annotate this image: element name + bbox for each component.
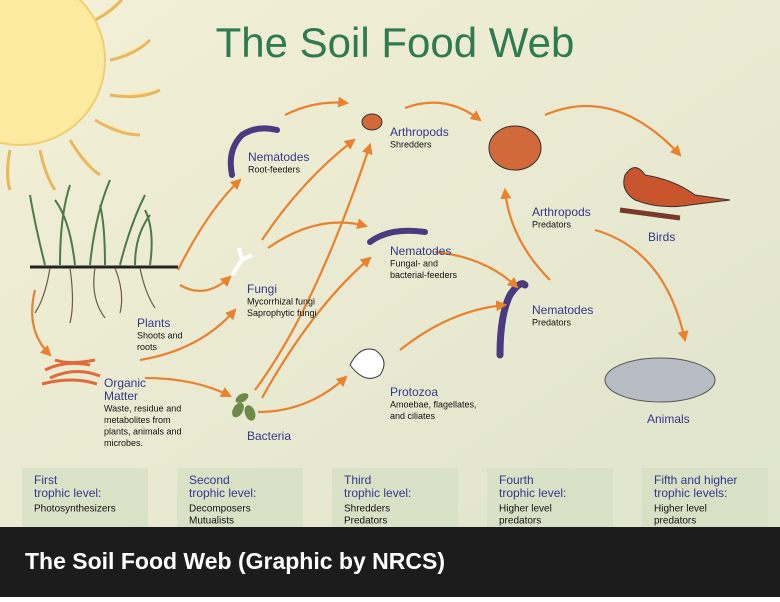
trophic-detail: predators [499, 516, 541, 527]
node-label: Organic [104, 376, 146, 390]
trophic-title: trophic level: [189, 486, 256, 500]
trophic-title: Second [189, 473, 230, 487]
trophic-title: trophic level: [34, 486, 101, 500]
node-label: Arthropods [532, 205, 591, 219]
trophic-title: trophic levels: [654, 486, 727, 500]
trophic-title: Fourth [499, 473, 534, 487]
trophic-detail: predators [654, 516, 696, 527]
node-detail: Waste, residue and [104, 403, 181, 413]
title: The Soil Food Web [216, 19, 575, 66]
node-detail: bacterial-feeders [390, 270, 458, 280]
node-label: Nematodes [532, 303, 593, 317]
node-label: Nematodes [390, 244, 451, 258]
arthropod-icon [362, 114, 382, 130]
node-detail: Amoebae, flagellates, [390, 399, 477, 409]
node-label: Birds [648, 230, 675, 244]
trophic-detail: Higher level [499, 504, 552, 515]
trophic-detail: Photosynthesizers [34, 504, 116, 515]
trophic-title: trophic level: [499, 486, 566, 500]
trophic-detail: Predators [344, 516, 387, 527]
arthropod-icon [489, 126, 541, 170]
trophic-title: Third [344, 473, 371, 487]
node-detail: and ciliates [390, 411, 436, 421]
node-label: Protozoa [390, 385, 438, 399]
node-label: Fungi [247, 282, 277, 296]
caption: The Soil Food Web (Graphic by NRCS) [25, 548, 445, 574]
node-detail: microbes. [104, 438, 143, 448]
node-label: Arthropods [390, 125, 449, 139]
trophic-detail: Mutualists [189, 516, 234, 527]
node-detail: Shredders [390, 139, 432, 149]
node-detail: Shoots and [137, 330, 183, 340]
node-label: Plants [137, 316, 170, 330]
node-label: Animals [647, 412, 690, 426]
trophic-detail: Shredders [344, 504, 390, 515]
node-detail: Saprophytic fungi [247, 308, 317, 318]
node-label: Nematodes [248, 150, 309, 164]
node-detail: metabolites from [104, 415, 171, 425]
trophic-title: Fifth and higher [654, 473, 737, 487]
node-detail: roots [137, 342, 158, 352]
trophic-title: First [34, 473, 58, 487]
page: The Soil Food Web [0, 0, 780, 597]
animal-icon [605, 358, 715, 402]
trophic-detail: Higher level [654, 504, 707, 515]
node-detail: Root-feeders [248, 164, 301, 174]
node-detail: plants, animals and [104, 426, 182, 436]
trophic-detail: Decomposers [189, 504, 251, 515]
node-detail: Predators [532, 219, 572, 229]
node-detail: Fungal- and [390, 258, 438, 268]
node-detail: Predators [532, 317, 572, 327]
trophic-title: trophic level: [344, 486, 411, 500]
node-label: Bacteria [247, 429, 291, 443]
node-label: Matter [104, 389, 138, 403]
node-detail: Mycorrhizal fungi [247, 296, 315, 306]
